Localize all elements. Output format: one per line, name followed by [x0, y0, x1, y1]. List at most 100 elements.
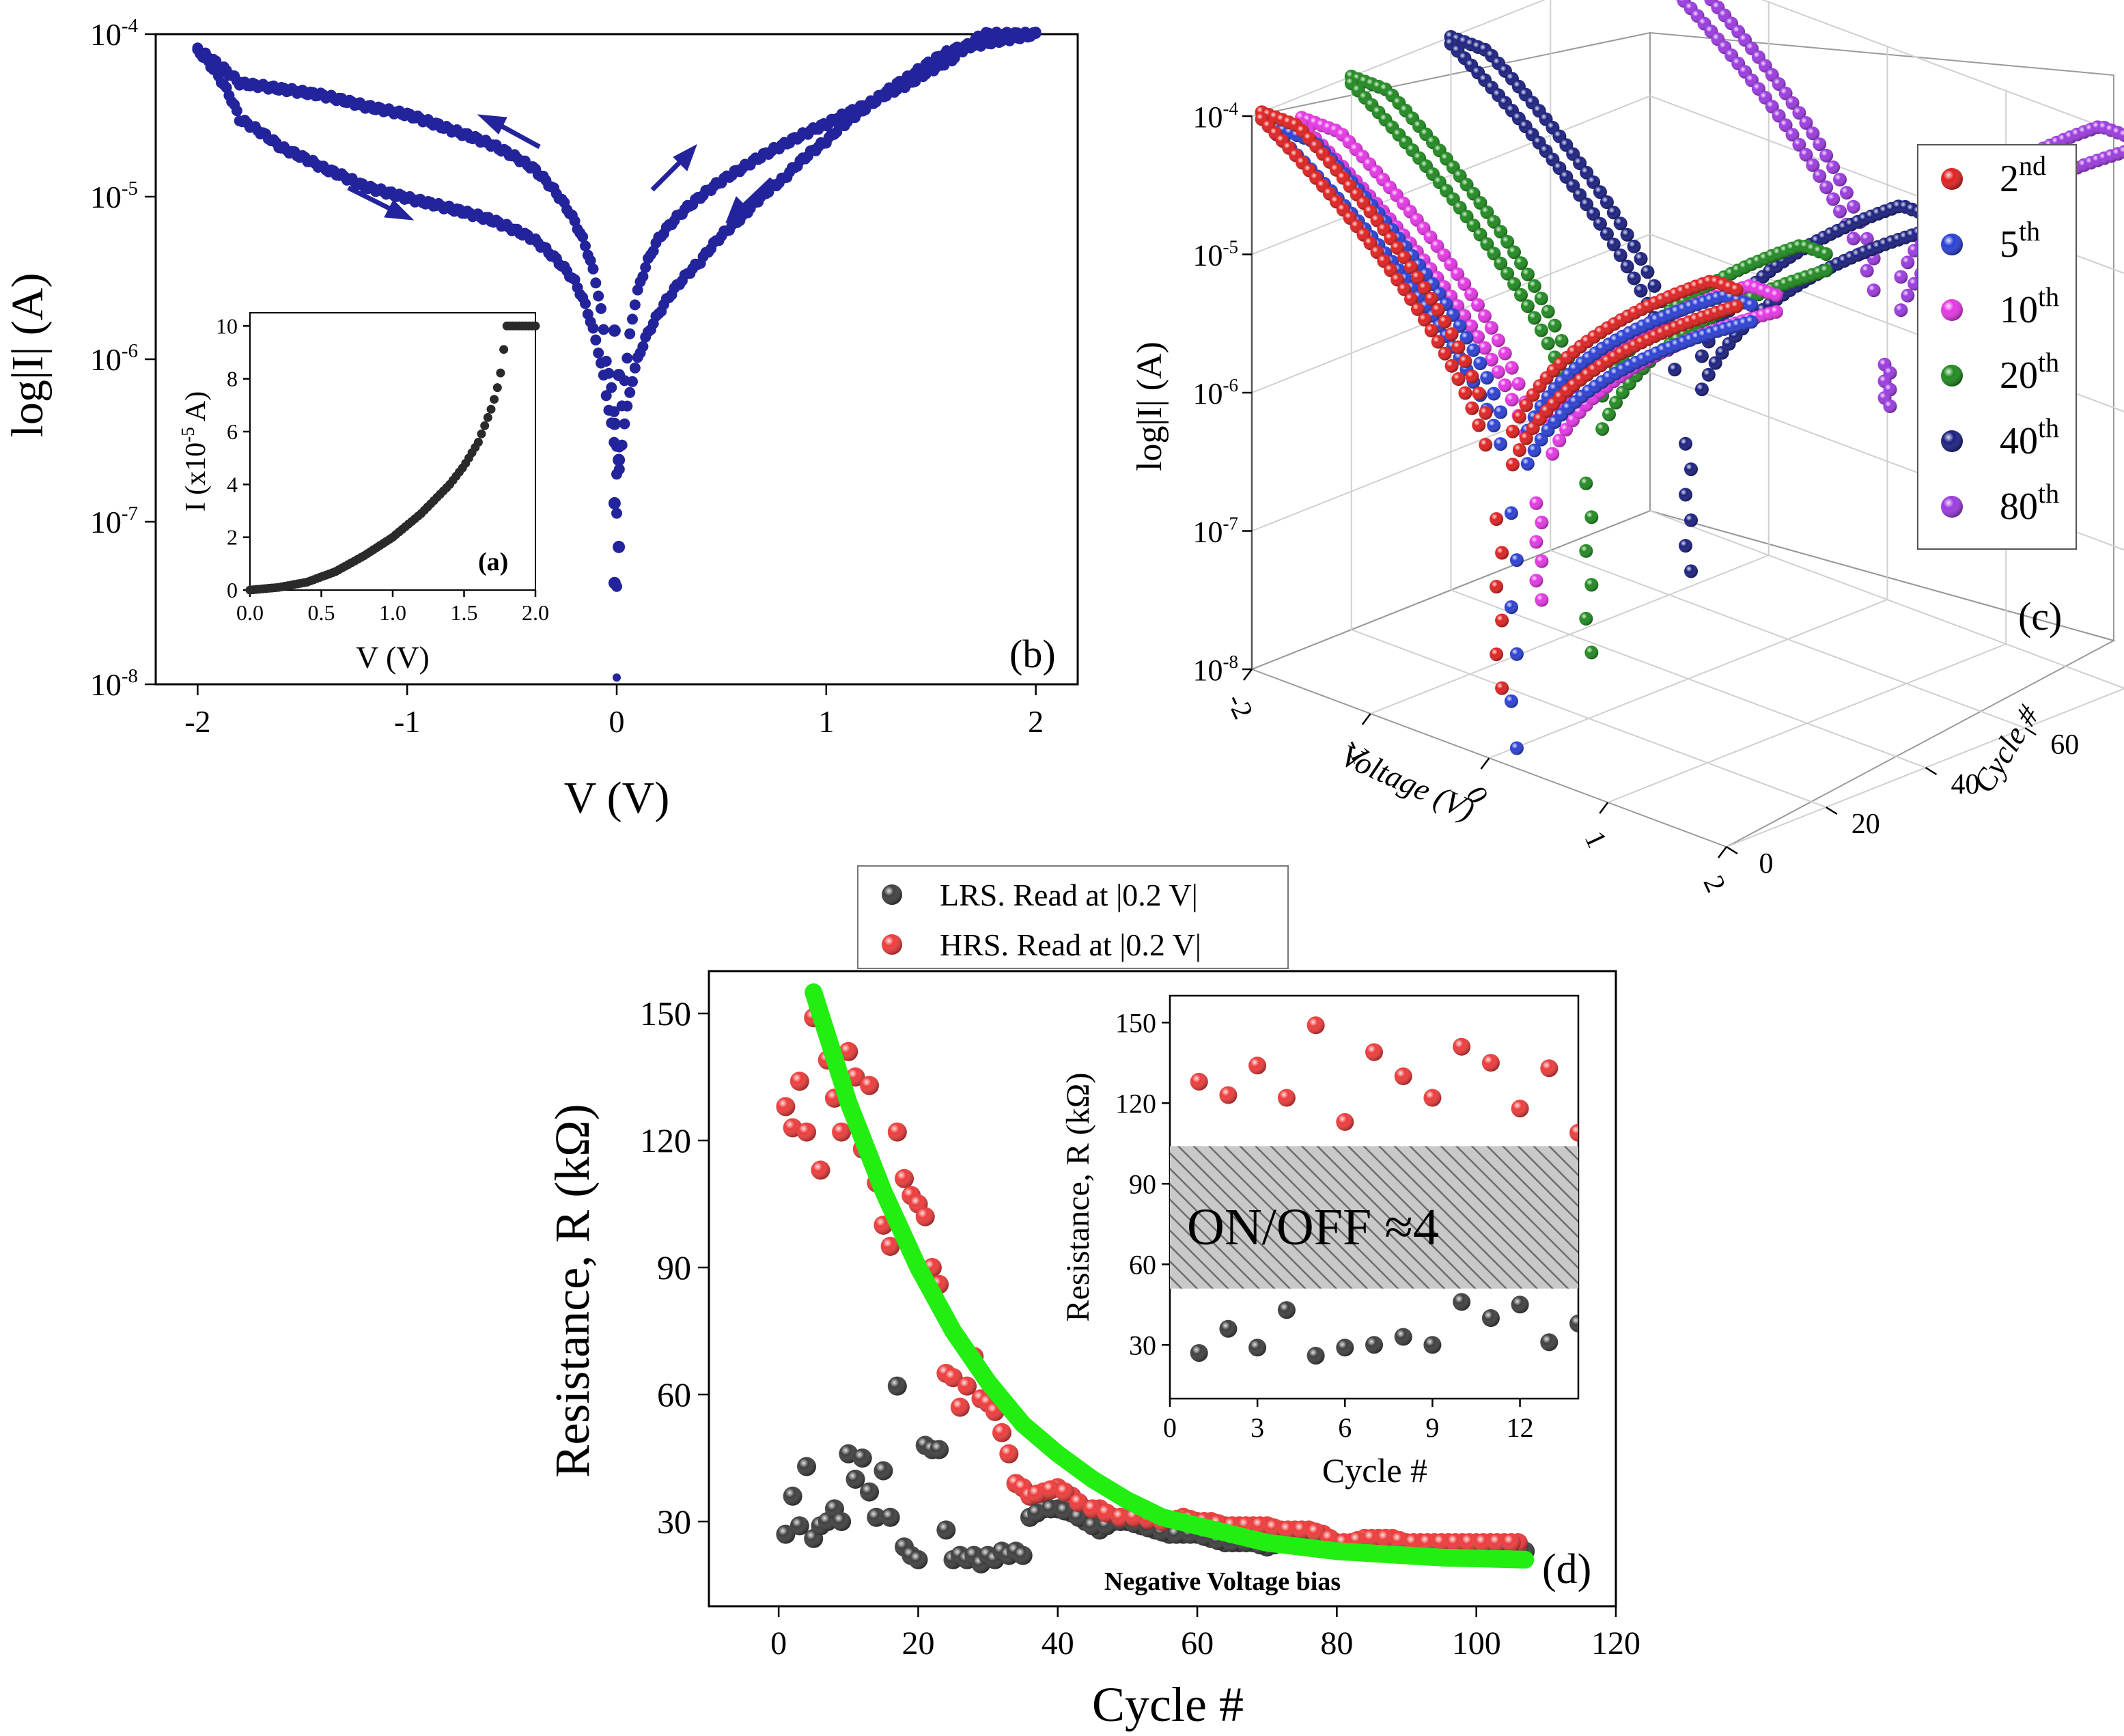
cycle-tick	[1726, 845, 1738, 855]
data-point-shine	[1431, 335, 1445, 349]
data-point-shine	[1505, 361, 1519, 375]
lrs-data-point-shine	[874, 1461, 893, 1481]
panel-a-x-ticks: 0.0 0.5 1.0 1.5 2.0	[236, 590, 549, 625]
cycle-tick	[1925, 766, 1938, 776]
data-point-shine	[1504, 506, 1518, 520]
voltage-tick	[1718, 846, 1727, 858]
lrs-data-point-shine	[789, 1516, 809, 1536]
lrs-data-point-shine	[776, 1524, 796, 1544]
legend-marker-shine	[1941, 234, 1963, 255]
data-point-shine	[1587, 207, 1600, 221]
data-point	[627, 376, 638, 387]
data-point-shine	[1512, 410, 1526, 424]
y-tick-label: 10-6	[90, 340, 138, 377]
hrs-data-point-shine	[1569, 1123, 1578, 1142]
z-tick-label-exp: -5	[1223, 237, 1239, 257]
y-tick-label-exp: -8	[122, 665, 138, 687]
legend-marker-shine	[1941, 496, 1963, 518]
data-point-shine	[1806, 126, 1820, 141]
voltage-tick	[1243, 669, 1253, 681]
data-point-shine	[1457, 277, 1472, 291]
data-point-shine	[1535, 554, 1549, 568]
data-point-shine	[1819, 264, 1833, 278]
data-point-shine	[1554, 334, 1569, 348]
data-point	[499, 345, 509, 354]
data-point-shine	[1444, 327, 1459, 341]
data-point-shine	[1507, 277, 1521, 291]
data-point-shine	[1894, 303, 1908, 318]
data-point-shine	[1584, 510, 1599, 524]
data-point	[608, 576, 621, 589]
hrs-data-point-shine	[1264, 1518, 1284, 1538]
y-tick-label-base: 10	[90, 17, 122, 52]
data-point-shine	[1451, 340, 1466, 354]
data-point-shine	[1634, 283, 1648, 298]
y-tick-label: 150	[1115, 1007, 1156, 1038]
legend-label-number: 80	[2000, 486, 2038, 528]
data-point-shine	[1465, 401, 1479, 415]
x-tick-label: -2	[184, 704, 210, 739]
legend-label: 80th	[2000, 478, 2059, 528]
legend-label: 5th	[2000, 216, 2040, 266]
data-point-shine	[1391, 272, 1405, 287]
data-point-shine	[1494, 225, 1508, 239]
legend-label-number: 10	[2000, 289, 2038, 331]
data-point-shine	[1451, 267, 1465, 281]
data-point-shine	[1694, 382, 1709, 397]
hrs-data-point-shine	[943, 1368, 963, 1388]
x-tick-label: -1	[394, 704, 420, 739]
data-point-shine	[1579, 544, 1593, 558]
grid-line	[1607, 643, 2007, 803]
hrs-data-point-shine	[1423, 1089, 1442, 1107]
data-point-shine	[1799, 148, 1813, 162]
data-point-shine	[1514, 256, 1528, 270]
lrs-data-point-shine	[797, 1457, 816, 1476]
x-tick-label: 40	[1042, 1625, 1074, 1662]
x-tick-label: 100	[1452, 1625, 1501, 1662]
data-point-shine	[1833, 204, 1847, 219]
legend-marker-shine	[1941, 365, 1963, 387]
y-tick-label: 120	[640, 1121, 691, 1160]
panel-b-label: (b)	[1009, 632, 1056, 676]
cycle-tick-label: 20	[1851, 809, 1880, 840]
z-tick-label-base: 10	[1193, 100, 1223, 134]
data-point-shine	[1477, 341, 1492, 355]
panel-a-y-axis-title-tail: A)	[180, 391, 212, 428]
on-off-window-band	[1170, 1146, 1578, 1289]
hrs-data-point-shine	[1418, 1533, 1438, 1552]
data-point-shine	[1806, 158, 1820, 172]
data-point	[603, 367, 615, 379]
data-point-shine	[1490, 647, 1504, 662]
data-point-shine	[1729, 299, 1744, 313]
legend-marker-shine	[1941, 430, 1963, 452]
panel-c-voltage-axis-title: Voltage (V)	[1336, 738, 1480, 827]
y-tick-label: 150	[640, 994, 691, 1033]
data-point-shine	[1504, 600, 1518, 614]
data-point-shine	[1799, 116, 1813, 130]
data-point	[490, 395, 499, 404]
panel-d-inset-y-axis-title: Resistance, R (kΩ)	[1060, 1073, 1096, 1322]
z-tick-label-base: 10	[1193, 239, 1223, 272]
data-point-shine	[1580, 165, 1594, 180]
voltage-tick	[1599, 802, 1609, 814]
data-point-shine	[1494, 437, 1508, 451]
data-point-shine	[1684, 564, 1698, 578]
data-point-shine	[1826, 160, 1841, 174]
arrow-icon	[347, 185, 415, 221]
data-point	[608, 417, 621, 430]
data-point	[590, 334, 602, 346]
hrs-data-point-shine	[1511, 1100, 1529, 1118]
panel-c-legend-box	[1917, 144, 2077, 550]
y-tick-label: 90	[657, 1248, 691, 1287]
y-tick-label-exp: -6	[122, 340, 138, 362]
panel-c-data-points	[1255, 0, 2124, 755]
hrs-data-point-shine	[887, 1122, 907, 1142]
lrs-data-point-shine	[1013, 1545, 1033, 1565]
data-point-shine	[2118, 145, 2124, 159]
data-point	[608, 496, 621, 509]
z-tick-label: 10-6	[1193, 375, 1239, 410]
data-point	[587, 322, 599, 334]
data-point-shine	[1527, 279, 1541, 293]
